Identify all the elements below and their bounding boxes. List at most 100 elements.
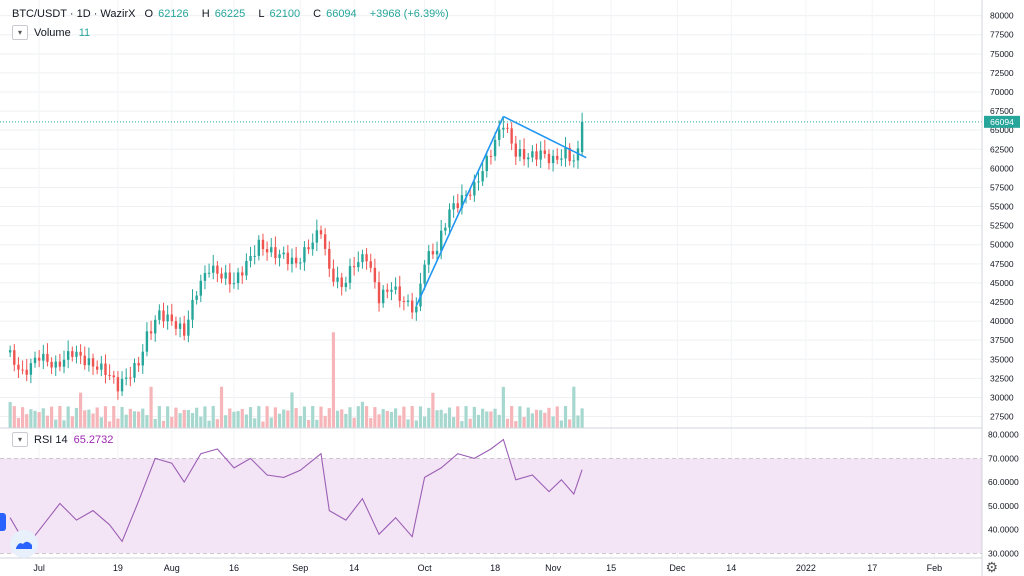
volume-bar	[174, 407, 178, 428]
time-tick-label: 19	[113, 563, 123, 573]
candles[interactable]	[8, 112, 584, 400]
volume-bar	[128, 408, 132, 428]
volume-bar	[410, 406, 414, 428]
time-tick-label: 15	[606, 563, 616, 573]
candle-body	[245, 260, 248, 276]
candle-body	[199, 280, 202, 296]
volume-bar	[464, 406, 468, 428]
candle-body	[448, 209, 451, 228]
price-tick-label: 77500	[990, 30, 1014, 40]
volume-bar	[431, 392, 435, 428]
candle-body	[129, 377, 132, 379]
rsi-tick-label: 60.0000	[988, 477, 1019, 487]
volume-bar	[277, 413, 282, 428]
candle-body	[481, 171, 484, 182]
volume-bar	[522, 417, 526, 428]
close-value: 66094	[326, 8, 357, 20]
volume-bar	[236, 411, 240, 428]
candle-body	[361, 254, 364, 263]
volume-bar	[572, 386, 576, 428]
volume-bar	[240, 408, 244, 428]
price-tick-label: 42500	[990, 297, 1014, 307]
volume-bar	[33, 410, 37, 428]
volume-bar	[356, 406, 360, 428]
price-tick-label: 35000	[990, 354, 1014, 364]
candle-body	[560, 158, 563, 160]
candle-body	[390, 289, 393, 292]
change-value: +3968 (+6.39%)	[369, 8, 449, 20]
candle-body	[294, 257, 298, 264]
volume-bar	[323, 415, 327, 428]
volume-bar	[418, 406, 423, 428]
volume-legend[interactable]: ▾ Volume 11	[12, 25, 90, 40]
volume-bar	[319, 406, 323, 428]
volume-bar	[526, 407, 530, 428]
volume-bar	[315, 419, 319, 428]
volume-bar	[211, 406, 215, 428]
candle-body	[212, 265, 215, 273]
rsi-legend[interactable]: ▾ RSI 14 65.2732	[12, 432, 113, 447]
low-value: 62100	[269, 8, 301, 20]
candle-body	[42, 353, 45, 361]
candle-body	[13, 350, 16, 365]
volume-bar	[253, 418, 257, 428]
volume-bar	[219, 386, 224, 428]
price-tick-label: 47500	[990, 259, 1014, 269]
volume-bar	[298, 416, 302, 428]
volume-bar	[207, 420, 211, 428]
high-value: 66225	[214, 8, 246, 20]
volume-bar	[489, 411, 493, 428]
candle-body	[365, 254, 368, 262]
candle-body	[33, 357, 37, 364]
price-tick-label: 57500	[990, 182, 1014, 192]
candle-body	[556, 155, 559, 160]
volume-bar	[568, 419, 572, 428]
chevron-down-icon[interactable]: ▾	[12, 25, 28, 40]
candle-body	[406, 300, 410, 302]
rsi-tick-label: 30.0000	[988, 548, 1019, 558]
volume-bar	[331, 332, 336, 428]
volume-bar	[157, 406, 161, 428]
volume-bar	[182, 409, 186, 428]
volume-bar	[12, 406, 16, 428]
volume-bar	[149, 386, 153, 428]
candle-body	[410, 300, 414, 313]
candle-body	[183, 323, 186, 336]
candle-body	[25, 369, 28, 375]
price-tick-label: 27500	[990, 412, 1014, 422]
candle-body	[241, 272, 244, 276]
volume-bar	[381, 409, 385, 428]
price-tick-label: 60000	[990, 163, 1014, 173]
tradingview-logo-icon[interactable]	[10, 530, 38, 558]
rsi-value: 65.2732	[73, 433, 114, 446]
candle-body	[415, 306, 418, 313]
candle-body	[381, 289, 385, 304]
volume-bar	[20, 407, 25, 428]
volume-bar	[224, 415, 228, 428]
candle-body	[299, 262, 302, 264]
trendline	[503, 115, 587, 159]
side-tab[interactable]	[0, 513, 6, 531]
rsi-tick-label: 80.0000	[988, 430, 1019, 440]
candle-body	[435, 250, 439, 255]
volume-bar	[456, 406, 460, 428]
price-tick-label: 72500	[990, 68, 1014, 78]
volume-bar	[472, 406, 476, 428]
trendlines[interactable]	[0, 115, 982, 307]
candle-body	[91, 358, 95, 367]
volume-bar	[190, 412, 195, 428]
price-tick-label: 32500	[990, 373, 1014, 383]
candle-body	[166, 314, 169, 322]
price-tick-label: 55000	[990, 202, 1014, 212]
volume-bar	[8, 402, 12, 428]
volume-bar	[286, 410, 290, 428]
gear-icon[interactable]: ⚙	[985, 559, 998, 575]
volume-bar	[402, 406, 406, 428]
volume-bar	[25, 414, 29, 428]
chevron-down-icon[interactable]: ▾	[12, 432, 28, 447]
candle-body	[328, 248, 331, 269]
candle-body	[336, 277, 339, 282]
rsi-tick-label: 40.0000	[988, 525, 1019, 535]
symbol-title: BTC/USDT · 1D · WazirX	[12, 8, 136, 20]
